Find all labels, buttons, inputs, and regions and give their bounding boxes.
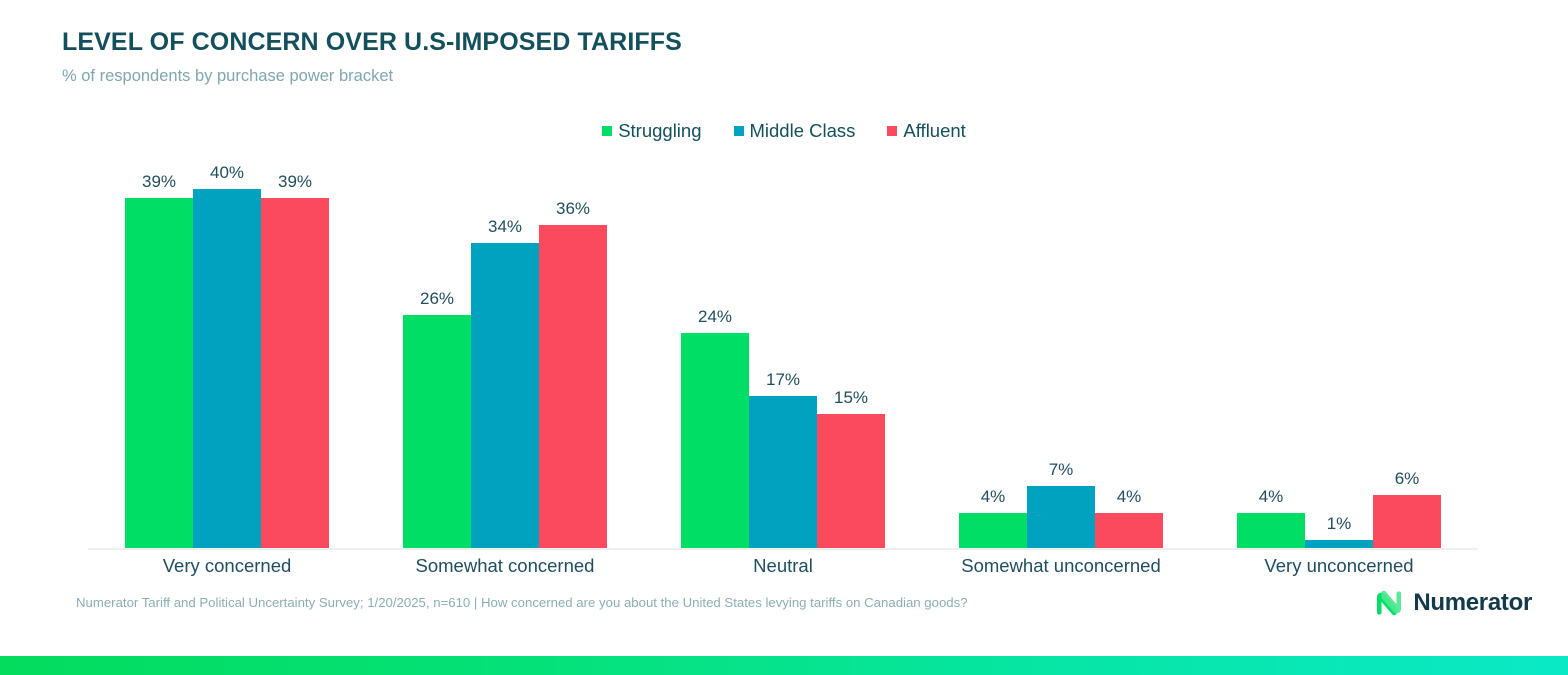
bar-group: 26% 34% 36%: [366, 155, 644, 549]
bar-struggling[interactable]: [403, 315, 471, 549]
bar-value-label: 36%: [555, 199, 591, 218]
bar-group: 4% 7% 4%: [922, 155, 1200, 549]
bar-groups: 39% 40% 39% 26% 34% 36% 24% 17% 15% 4% 7% 4% 4% 1% 6%: [88, 155, 1478, 549]
bar-column: 40%: [193, 155, 261, 549]
bar-value-label: 4%: [1116, 487, 1142, 506]
bar-affluent[interactable]: [261, 198, 329, 549]
numerator-logo: Numerator: [1374, 588, 1532, 618]
bar-value-label: 39%: [141, 172, 177, 191]
bar-middle-class[interactable]: [1027, 486, 1095, 549]
legend-item-affluent[interactable]: Affluent: [887, 120, 966, 142]
bar-column: 17%: [749, 155, 817, 549]
category-label: Very concerned: [162, 555, 292, 576]
bar-struggling[interactable]: [959, 513, 1027, 549]
bar-column: 4%: [1095, 155, 1163, 549]
bar-column: 7%: [1027, 155, 1095, 549]
bar-value-label: 4%: [1258, 487, 1284, 506]
legend-label: Middle Class: [749, 120, 856, 141]
bar-column: 34%: [471, 155, 539, 549]
bar-value-label: 40%: [209, 163, 245, 182]
bar-value-label: 26%: [419, 289, 455, 308]
category-label: Neutral: [753, 555, 813, 576]
bar-struggling[interactable]: [1237, 513, 1305, 549]
bar-value-label: 7%: [1048, 460, 1074, 479]
bar-group: 24% 17% 15%: [644, 155, 922, 549]
bar-middle-class[interactable]: [749, 396, 817, 549]
source-footnote: Numerator Tariff and Political Uncertain…: [76, 595, 968, 610]
bottom-accent-bar: [0, 656, 1568, 675]
chart-legend: Struggling Middle Class Affluent: [0, 120, 1568, 142]
legend-item-struggling[interactable]: Struggling: [602, 120, 702, 142]
bar-group: 4% 1% 6%: [1200, 155, 1478, 549]
bar-column: 6%: [1373, 155, 1441, 549]
bar-struggling[interactable]: [681, 333, 749, 549]
bar-column: 24%: [681, 155, 749, 549]
legend-label: Struggling: [618, 120, 702, 141]
page-subtitle: % of respondents by purchase power brack…: [62, 67, 394, 85]
category-label: Somewhat unconcerned: [961, 555, 1161, 576]
legend-item-middle-class[interactable]: Middle Class: [733, 120, 856, 142]
bar-struggling[interactable]: [125, 198, 193, 549]
bar-middle-class[interactable]: [193, 189, 261, 549]
legend-swatch-icon: [887, 126, 898, 136]
bar-affluent[interactable]: [1373, 495, 1441, 549]
bar-column: 1%: [1305, 155, 1373, 549]
bar-column: 26%: [403, 155, 471, 549]
bar-affluent[interactable]: [1095, 513, 1163, 549]
numerator-logo-icon: [1377, 590, 1402, 616]
bar-value-label: 15%: [833, 388, 869, 407]
page-title: LEVEL OF CONCERN OVER U.S-IMPOSED TARIFF…: [62, 28, 682, 56]
x-axis-line: [88, 548, 1478, 550]
bar-value-label: 1%: [1326, 514, 1352, 533]
bar-value-label: 6%: [1394, 469, 1420, 488]
bar-column: 39%: [261, 155, 329, 549]
plot-area: 39% 40% 39% 26% 34% 36% 24% 17% 15% 4% 7% 4% 4% 1% 6%: [88, 155, 1478, 550]
bar-column: 39%: [125, 155, 193, 549]
bar-value-label: 4%: [980, 487, 1006, 506]
bar-value-label: 17%: [765, 370, 801, 389]
bar-value-label: 24%: [697, 307, 733, 326]
bar-column: 4%: [959, 155, 1027, 549]
bar-middle-class[interactable]: [1305, 540, 1373, 549]
bar-group: 39% 40% 39%: [88, 155, 366, 549]
category-label: Very unconcerned: [1264, 555, 1414, 576]
legend-swatch-icon: [733, 126, 744, 136]
bar-affluent[interactable]: [539, 225, 607, 549]
bar-column: 4%: [1237, 155, 1305, 549]
bar-middle-class[interactable]: [471, 243, 539, 549]
legend-swatch-icon: [602, 126, 613, 136]
bar-column: 36%: [539, 155, 607, 549]
category-label: Somewhat concerned: [415, 555, 595, 576]
chart-header: LEVEL OF CONCERN OVER U.S-IMPOSED TARIFF…: [62, 26, 1262, 86]
bar-value-label: 34%: [487, 217, 523, 236]
legend-label: Affluent: [903, 120, 966, 141]
bar-affluent[interactable]: [817, 414, 885, 549]
bar-value-label: 39%: [277, 172, 313, 191]
numerator-logo-text: Numerator: [1413, 589, 1532, 616]
bar-column: 15%: [817, 155, 885, 549]
category-axis-labels: Very concerned Somewhat concerned Neutral S…: [88, 554, 1478, 578]
